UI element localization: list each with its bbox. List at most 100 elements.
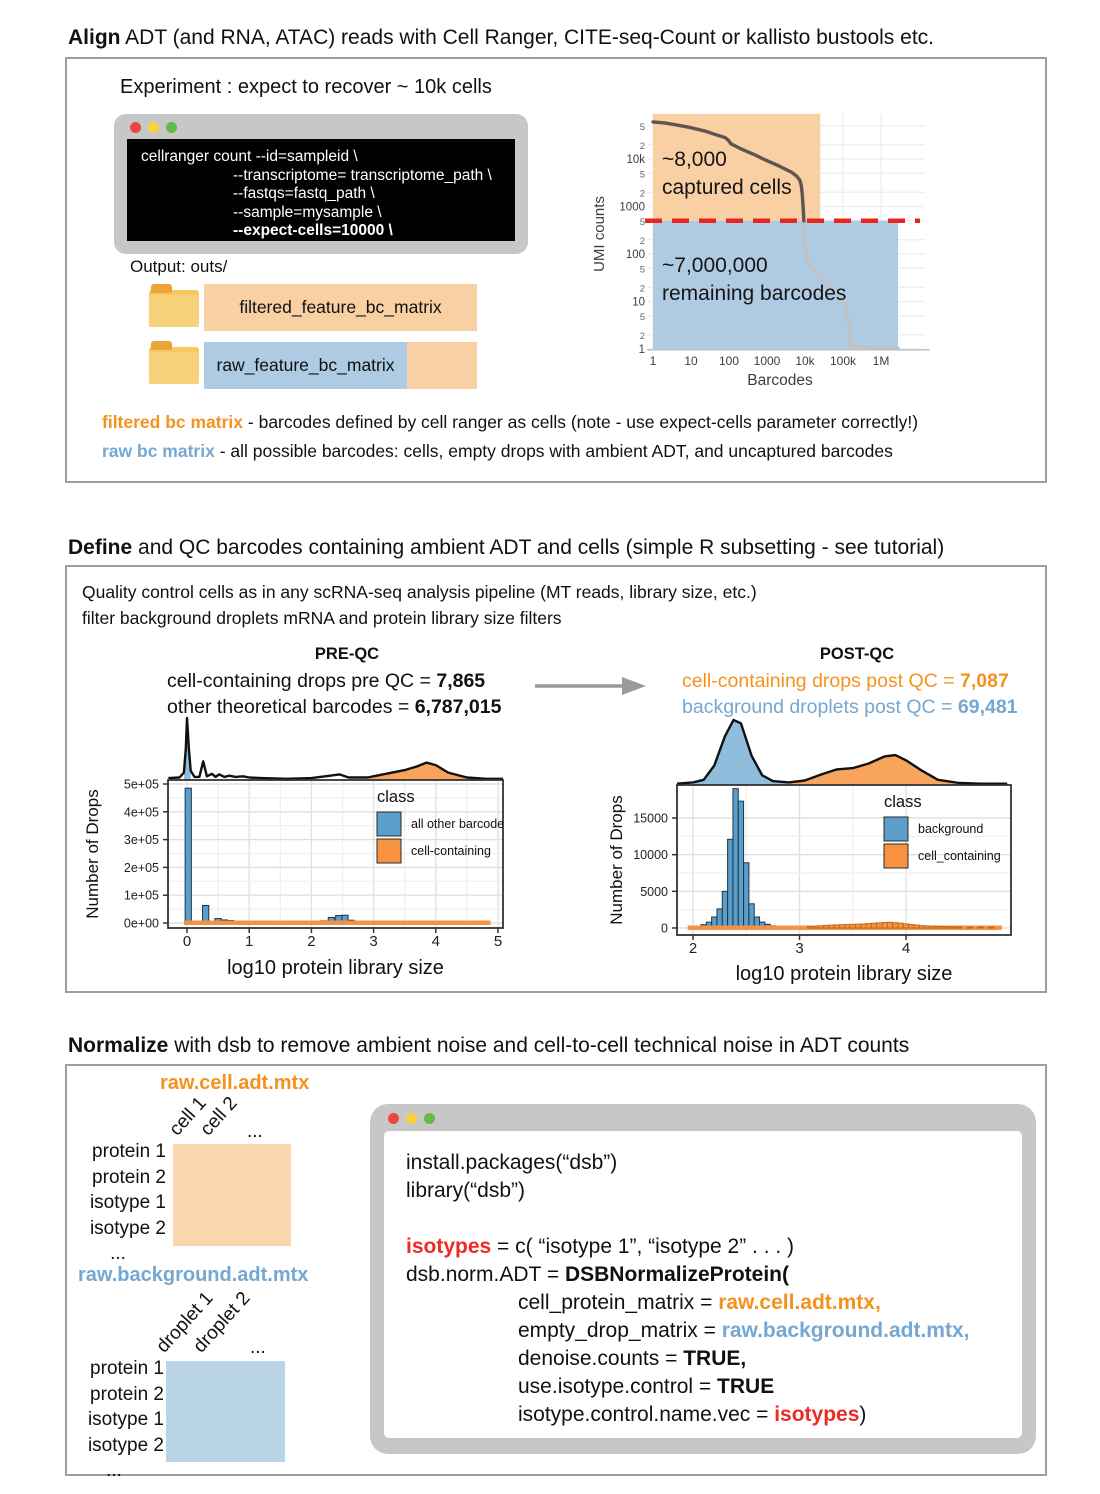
post-qc-line2: background droplets post QC = 69,481 xyxy=(682,694,1018,720)
row-label: isotype 2 xyxy=(89,1217,166,1239)
row-label: isotype 1 xyxy=(89,1192,166,1213)
minimize-window-icon xyxy=(406,1113,417,1124)
matrix-legend: filtered bc matrix - barcodes defined by… xyxy=(102,408,918,466)
filtered-matrix-label: filtered_feature_bc_matrix xyxy=(204,284,477,331)
svg-text:1: 1 xyxy=(639,344,645,356)
code-line-library: library(“dsb”) xyxy=(406,1179,526,1202)
code-line-install: install.packages(“dsb”) xyxy=(406,1151,618,1174)
row-label: isotype 1 xyxy=(87,1409,164,1430)
filtered-matrix-text: filtered_feature_bc_matrix xyxy=(239,297,442,317)
svg-text:2: 2 xyxy=(307,933,315,950)
arg-denoise-value: TRUE, xyxy=(683,1347,747,1370)
svg-text:1M: 1M xyxy=(873,354,890,368)
filtered-desc: - barcodes defined by cell ranger as cel… xyxy=(243,412,919,432)
svg-text:class: class xyxy=(884,793,922,811)
raw-matrix-text: raw_feature_bc_matrix xyxy=(216,355,395,375)
align-heading-text: ADT (and RNA, ATAC) reads with Cell Rang… xyxy=(120,26,934,49)
post-qc-stats: cell-containing drops post QC = 7,087 ba… xyxy=(682,668,1018,720)
code-window: install.packages(“dsb”) library(“dsb”) i… xyxy=(370,1104,1036,1454)
folder-icon xyxy=(149,341,199,384)
dsb-function: DSBNormalizeProtein( xyxy=(564,1263,789,1286)
window-controls xyxy=(388,1113,435,1124)
svg-text:Number of Drops: Number of Drops xyxy=(607,795,626,924)
cell-matrix-row-labels: protein 1 protein 2 isotype 1 isotype 2 … xyxy=(70,1139,166,1267)
terminal-line-expect-cells: --expect-cells=10000 \ xyxy=(233,222,393,239)
svg-text:cell-containing: cell-containing xyxy=(411,844,491,858)
pre-qc-line1: cell-containing drops pre QC = 7,865 xyxy=(167,668,501,694)
svg-text:2: 2 xyxy=(640,283,645,294)
code-arg-isocontrol: use.isotype.control = TRUE xyxy=(406,1373,1022,1401)
code-line-isotypes: isotypes = c( “isotype 1”, “isotype 2” .… xyxy=(406,1233,1022,1261)
pre-qc-line2-label: other theoretical barcodes = xyxy=(167,696,415,718)
svg-text:10k: 10k xyxy=(626,154,645,166)
svg-text:all other barcode: all other barcode xyxy=(411,817,504,831)
raw-desc: - all possible barcodes: cells, empty dr… xyxy=(214,441,893,461)
code-line-dsb: dsb.norm.ADT = DSBNormalizeProtein( xyxy=(406,1261,1022,1289)
svg-text:5: 5 xyxy=(640,169,645,180)
preqc_hist-svg: 0 1 2 3 4 5 0e+00 1e+05 2e+05 3e+05 4e+05 5e+05 log1… xyxy=(83,716,504,979)
svg-text:cell_containing: cell_containing xyxy=(918,849,1001,863)
folder-icon xyxy=(149,284,199,327)
output-label: Output: outs/ xyxy=(130,257,228,276)
svg-text:5: 5 xyxy=(494,933,502,950)
post-qc-line2-label: background droplets post QC = xyxy=(682,696,958,718)
isotypes-rest: = c( “isotype 1”, “isotype 2” . . . ) xyxy=(491,1235,795,1258)
raw-background-matrix xyxy=(166,1361,285,1462)
svg-text:1000: 1000 xyxy=(619,202,645,214)
svg-text:10: 10 xyxy=(632,297,645,309)
postqc_hist-svg: 2 3 4 0 5000 10000 15000 log10 protein library … xyxy=(607,718,1012,985)
post-qc-line1-value: 7,087 xyxy=(960,670,1009,692)
define-heading: Define and QC barcodes containing ambien… xyxy=(68,536,944,560)
pre-qc-histogram: 0 1 2 3 4 5 0e+00 1e+05 2e+05 3e+05 4e+05 5e+05 log1… xyxy=(78,708,538,990)
svg-text:log10 protein library size: log10 protein library size xyxy=(736,963,953,985)
svg-text:100: 100 xyxy=(719,354,739,368)
minimize-window-icon xyxy=(148,122,159,133)
post-qc-title: POST-QC xyxy=(819,645,895,663)
align-heading: Align ADT (and RNA, ATAC) reads with Cel… xyxy=(68,26,934,50)
arg-isocontrol-value: TRUE xyxy=(717,1375,775,1398)
terminal-line: --transcriptome= transcriptome_path \ xyxy=(233,166,492,184)
terminal-line: cellranger count --id=sampleid \ xyxy=(141,148,358,165)
svg-text:captured cells: captured cells xyxy=(662,176,792,199)
svg-text:2: 2 xyxy=(640,141,645,152)
zoom-window-icon xyxy=(166,122,177,133)
svg-text:0: 0 xyxy=(183,933,191,950)
svg-text:3e+05: 3e+05 xyxy=(124,833,159,847)
arg-label: cell_protein_matrix = xyxy=(518,1291,719,1314)
filtered-term: filtered bc matrix xyxy=(102,412,244,432)
experiment-label: Experiment : expect to recover ~ 10k cel… xyxy=(120,76,492,98)
svg-text:1e+05: 1e+05 xyxy=(124,889,159,903)
terminal-window: cellranger count --id=sampleid \ --trans… xyxy=(114,114,528,254)
arg-namevec-value: isotypes xyxy=(774,1403,860,1426)
qc-description-line2: filter background droplets mRNA and prot… xyxy=(82,608,562,628)
terminal-line: --fastqs=fastq_path \ xyxy=(233,185,375,202)
terminal-content: cellranger count --id=sampleid \ --trans… xyxy=(127,139,515,241)
raw-matrix-cells-segment xyxy=(407,342,477,389)
arg-label: use.isotype.control = xyxy=(518,1375,718,1398)
close-window-icon xyxy=(130,122,141,133)
code-arg-denoise: denoise.counts = TRUE, xyxy=(406,1345,1022,1373)
row-label: protein 1 xyxy=(92,1141,166,1162)
svg-text:1000: 1000 xyxy=(754,354,781,368)
svg-text:15000: 15000 xyxy=(633,812,668,826)
code-arg-empty: empty_drop_matrix = raw.background.adt.m… xyxy=(406,1317,1022,1345)
svg-text:2: 2 xyxy=(640,188,645,199)
row-label: protein 2 xyxy=(92,1166,166,1188)
arg-empty-value: raw.background.adt.mtx, xyxy=(721,1319,970,1342)
flow-arrow-icon xyxy=(535,677,646,695)
terminal-line: --sample=mysample \ xyxy=(233,203,382,221)
svg-text:5: 5 xyxy=(640,312,645,323)
code-arg-cell: cell_protein_matrix = raw.cell.adt.mtx, xyxy=(406,1289,1022,1317)
barcode-rank-plot: ~8,000 captured cells ~7,000,000 remaining … xyxy=(590,96,1020,396)
qc-description-line1: Quality control cells as in any scRNA-se… xyxy=(82,582,757,602)
code-arg-namevec: isotype.control.name.vec = isotypes) xyxy=(406,1401,1022,1429)
svg-text:3: 3 xyxy=(795,940,803,957)
row-label: protein 1 xyxy=(90,1358,164,1379)
pre-qc-line1-label: cell-containing drops pre QC = xyxy=(167,670,437,692)
align-heading-keyword: Align xyxy=(68,26,121,49)
raw-term: raw bc matrix xyxy=(102,441,215,461)
pre-qc-line1-value: 7,865 xyxy=(436,670,486,692)
define-heading-text: and QC barcodes containing ambient ADT a… xyxy=(132,536,945,559)
arg-label: isotype.control.name.vec = xyxy=(518,1403,775,1426)
